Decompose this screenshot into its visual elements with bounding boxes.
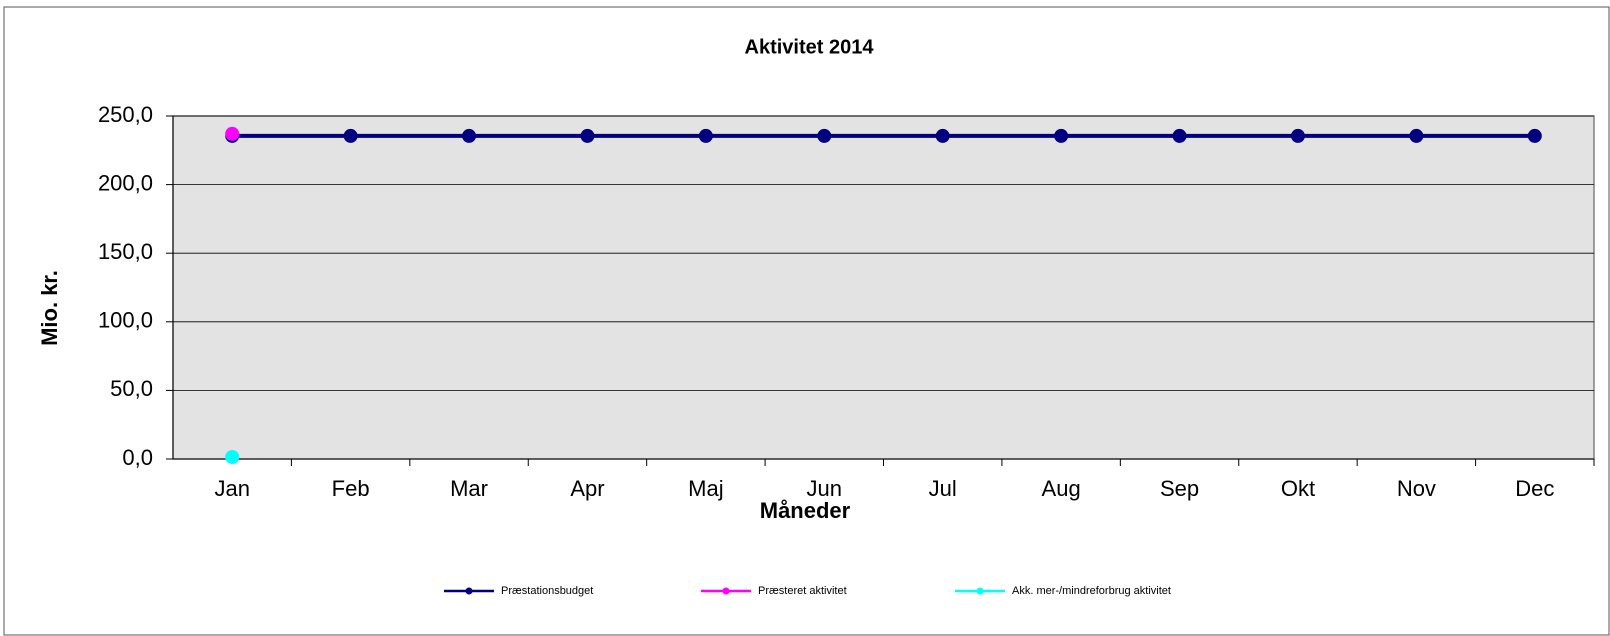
series-marker	[225, 126, 240, 141]
x-tick-label: Jun	[807, 476, 842, 501]
legend-label: Præstationsbudget	[501, 585, 593, 597]
x-tick-label: Nov	[1397, 476, 1436, 501]
x-axis-title: Måneder	[760, 498, 851, 523]
y-tick-label: 50,0	[110, 376, 153, 401]
y-axis-title: Mio. kr.	[37, 270, 62, 346]
series-marker	[225, 449, 240, 464]
x-tick-label: Feb	[332, 476, 370, 501]
series-marker	[343, 128, 358, 143]
legend-label: Akk. mer-/mindreforbrug aktivitet	[1012, 585, 1171, 597]
plot-area	[172, 115, 1595, 460]
series-marker	[817, 128, 832, 143]
series-marker	[1290, 128, 1305, 143]
series-marker	[1172, 128, 1187, 143]
series-marker	[1054, 128, 1069, 143]
legend-marker	[722, 587, 730, 595]
series-marker	[580, 128, 595, 143]
series-marker	[462, 128, 477, 143]
y-tick-label: 0,0	[122, 445, 153, 470]
legend-marker	[465, 587, 473, 595]
x-tick-label: Jul	[929, 476, 957, 501]
y-tick-label: 150,0	[98, 239, 153, 264]
y-tick-label: 250,0	[98, 102, 153, 127]
x-tick-label: Apr	[570, 476, 604, 501]
x-tick-label: Mar	[450, 476, 488, 501]
y-tick-label: 100,0	[98, 308, 153, 333]
series-marker	[1527, 128, 1542, 143]
x-tick-label: Maj	[688, 476, 723, 501]
x-tick-label: Jan	[214, 476, 249, 501]
x-tick-label: Sep	[1160, 476, 1199, 501]
x-tick-label: Aug	[1042, 476, 1081, 501]
x-tick-label: Okt	[1281, 476, 1315, 501]
chart-title: Aktivitet 2014	[745, 36, 875, 58]
series-marker	[1409, 128, 1424, 143]
x-tick-label: Dec	[1515, 476, 1554, 501]
series-marker	[935, 128, 950, 143]
legend-marker	[976, 587, 984, 595]
series-marker	[698, 128, 713, 143]
legend-label: Præsteret aktivitet	[758, 585, 847, 597]
y-tick-label: 200,0	[98, 170, 153, 195]
